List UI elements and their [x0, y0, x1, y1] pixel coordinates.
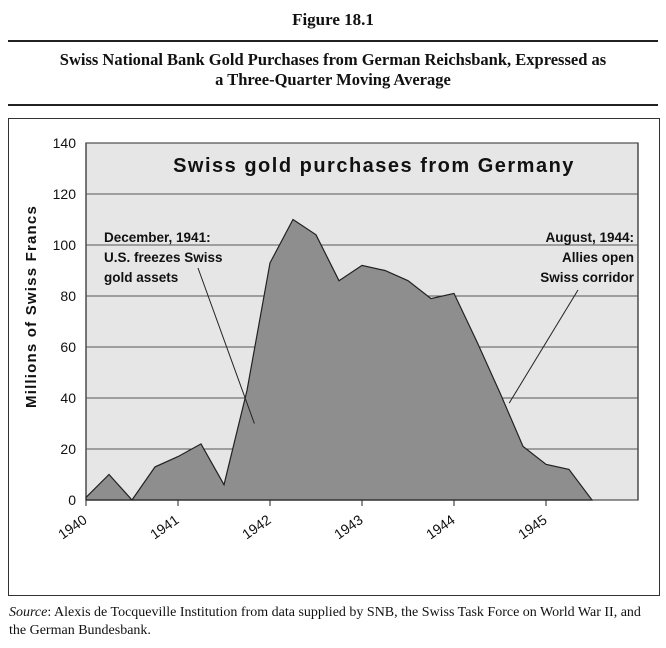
annotation-text: August, 1944:: [545, 230, 634, 245]
y-tick-label: 60: [60, 339, 76, 355]
x-tick-label: 1944: [423, 511, 458, 542]
annotation-pointer: [197, 267, 255, 424]
gold-purchase-area: [85, 218, 594, 501]
x-tick-label: 1943: [331, 511, 366, 542]
annotation-text: December, 1941:: [104, 230, 211, 245]
top-rule: [8, 40, 658, 42]
y-tick-label: 140: [53, 135, 77, 151]
bottom-rule: [8, 104, 658, 106]
chart-frame: [8, 118, 660, 596]
subtitle-line-1: Swiss National Bank Gold Purchases from …: [59, 50, 607, 69]
y-tick-label: 120: [53, 186, 77, 202]
annotation-text: U.S. freezes Swiss: [104, 250, 223, 265]
y-tick-label: 40: [60, 390, 76, 406]
x-axis-ticks: 1940 1941 1942 1943 1944 1945: [55, 500, 550, 542]
y-tick-label: 80: [60, 288, 76, 304]
source-label: Source: [9, 605, 48, 620]
y-tick-label: 100: [53, 237, 77, 253]
annotation-text: Swiss corridor: [540, 270, 635, 285]
x-tick-label: 1941: [147, 511, 182, 542]
annotation-pointer: [508, 289, 579, 404]
annotations: December, 1941: U.S. freezes Swiss gold as…: [104, 230, 635, 424]
subtitle-line-2: a Three-Quarter Moving Average: [215, 70, 451, 89]
annotation-text: Allies open: [562, 250, 634, 265]
annotation-text: gold assets: [104, 270, 178, 285]
figure-label: Figure 18.1: [292, 10, 374, 29]
chart-title: Swiss gold purchases from Germany: [173, 155, 575, 177]
y-axis-ticks: 0 20 40 60 80 100 120 140: [53, 135, 77, 508]
figure-subtitle: Swiss National Bank Gold Purchases from …: [10, 50, 656, 90]
source-note: Source: Alexis de Tocqueville Institutio…: [9, 604, 659, 640]
y-tick-label: 20: [60, 441, 76, 457]
x-tick-label: 1942: [239, 511, 274, 542]
x-tick-label: 1945: [515, 511, 550, 542]
y-axis-label: Millions of Swiss Francs: [23, 205, 40, 408]
y-tick-label: 0: [68, 492, 76, 508]
x-tick-label: 1940: [55, 511, 90, 542]
source-text: : Alexis de Tocqueville Institution from…: [9, 605, 641, 638]
